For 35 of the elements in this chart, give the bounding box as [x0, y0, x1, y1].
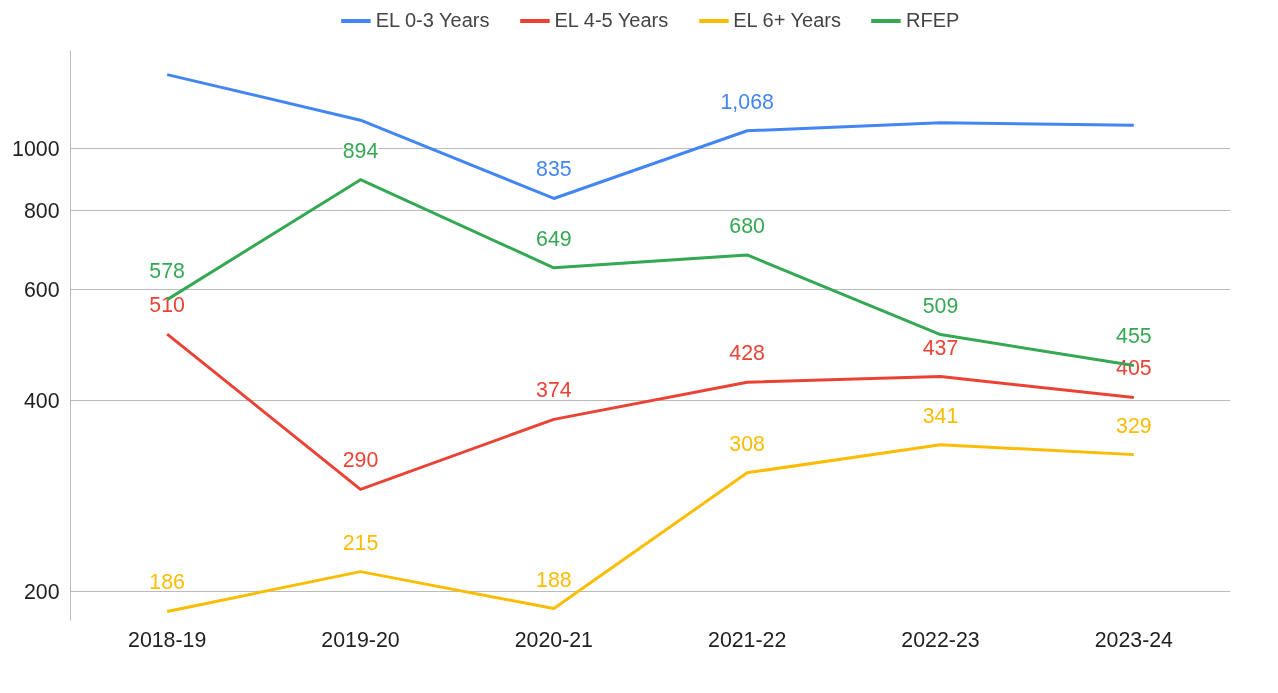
y-tick-label: 200: [23, 580, 60, 605]
data-label: 215: [342, 530, 379, 555]
line-series: [165, 73, 1136, 200]
data-label: 437: [922, 335, 959, 360]
y-tick-label: 1000: [12, 137, 60, 162]
data-label: 649: [536, 226, 572, 251]
data-label: 680: [729, 213, 766, 238]
y-tick-label: 800: [23, 198, 60, 223]
legend-label: RFEP: [905, 8, 960, 32]
data-label: 510: [149, 293, 186, 318]
data-label: 329: [1116, 413, 1152, 438]
data-label: 1,068: [720, 89, 774, 114]
data-label: 894: [342, 138, 379, 163]
legend-label: EL 0-3 Years: [375, 8, 490, 32]
data-label: 290: [342, 448, 379, 473]
x-tick-label: 2022-23: [901, 627, 980, 652]
x-tick-label: 2021-22: [708, 627, 787, 652]
legend-label: EL 4-5 Years: [554, 8, 669, 32]
x-tick-label: 2023-24: [1094, 627, 1174, 652]
data-label: 341: [922, 403, 959, 428]
legend-label: EL 6+ Years: [733, 8, 841, 32]
x-tick-label: 2018-19: [128, 627, 207, 652]
data-label: 509: [922, 293, 959, 318]
data-label: 374: [536, 378, 572, 403]
y-tick-label: 600: [23, 277, 60, 302]
x-tick-label: 2019-20: [321, 627, 400, 652]
data-label: 455: [1116, 324, 1152, 349]
data-label: 188: [536, 567, 572, 592]
x-tick-label: 2020-21: [514, 627, 593, 652]
data-label: 428: [729, 341, 765, 366]
data-label: 186: [149, 570, 185, 595]
data-label: 835: [536, 157, 572, 182]
y-tick-label: 400: [23, 389, 60, 414]
data-label: 578: [149, 258, 185, 283]
data-label: 308: [729, 431, 765, 456]
